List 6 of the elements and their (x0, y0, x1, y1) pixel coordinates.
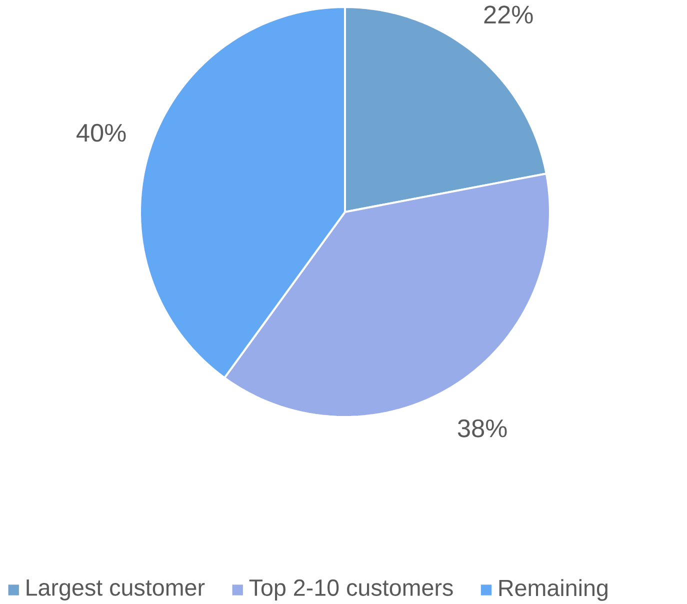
legend-label: Remaining (499, 579, 608, 601)
legend-label: Largest customer (26, 580, 205, 600)
legend-label: Top 2-10 customers (249, 579, 453, 601)
data-label: 22% (484, 6, 533, 24)
data-label: 38% (458, 419, 507, 438)
data-label: 40% (76, 124, 126, 142)
